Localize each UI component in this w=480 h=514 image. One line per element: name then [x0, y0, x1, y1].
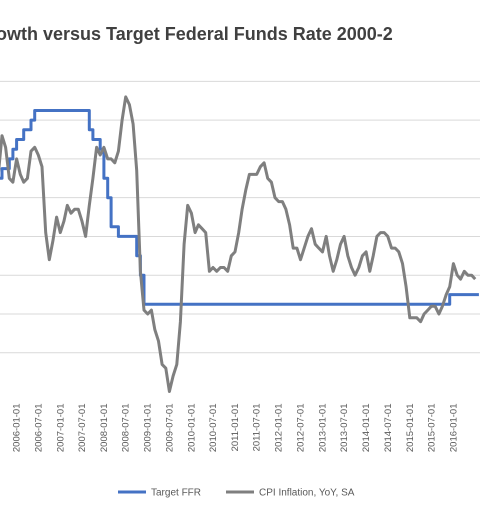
x-tick-label: 2011-07-01 — [252, 404, 263, 452]
gridlines — [0, 80, 480, 354]
x-tick-label: 2013-01-01 — [318, 404, 329, 453]
legend-label-cpi-inflation: CPI Inflation, YoY, SA — [259, 488, 355, 499]
x-tick-label: 2015-01-01 — [405, 404, 416, 453]
x-tick-label: 2011-01-01 — [230, 404, 241, 452]
series-lines — [0, 95, 479, 393]
x-tick-label: 2010-07-01 — [208, 404, 219, 453]
legend: Target FFR CPI Inflation, YoY, SA — [118, 488, 355, 499]
x-axis-ticks: 2006-01-01 2006-07-01 2007-01-01 2007-07-01… — [12, 404, 460, 453]
x-tick-label: 2016-01-01 — [448, 404, 459, 453]
legend-label-target-ffr: Target FFR — [151, 488, 201, 499]
x-tick-label: 2009-01-01 — [143, 404, 154, 453]
x-tick-label: 2008-07-01 — [121, 404, 132, 453]
x-tick-label: 2009-07-01 — [164, 404, 175, 453]
x-tick-label: 2007-01-01 — [55, 404, 66, 453]
x-tick-label: 2015-07-01 — [426, 404, 437, 453]
x-tick-label: 2014-07-01 — [383, 404, 394, 453]
x-tick-label: 2012-07-01 — [296, 404, 307, 453]
x-tick-label: 2012-01-01 — [274, 404, 285, 453]
x-tick-label: 2007-07-01 — [77, 404, 88, 453]
chart-title: owth versus Target Federal Funds Rate 20… — [0, 24, 393, 44]
x-tick-label: 2008-01-01 — [99, 404, 110, 453]
x-tick-label: 2006-07-01 — [33, 404, 44, 453]
series-line-cpi-inflation — [0, 95, 477, 393]
x-tick-label: 2010-01-01 — [186, 404, 197, 453]
x-tick-label: 2013-07-01 — [339, 404, 350, 453]
x-tick-label: 2014-01-01 — [361, 404, 372, 453]
x-tick-label: 2006-01-01 — [12, 404, 23, 453]
